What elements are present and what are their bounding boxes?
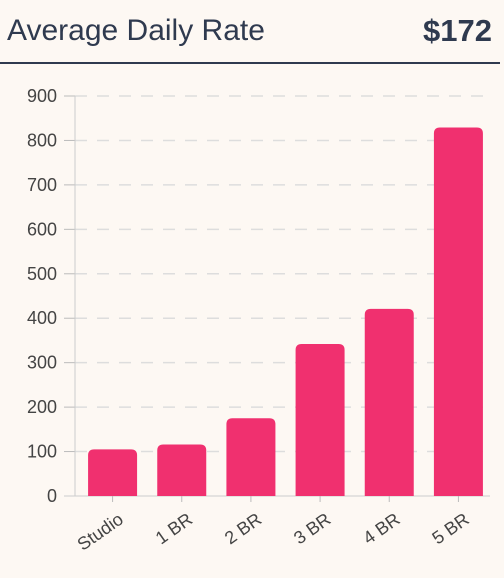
y-tick-label: 300	[27, 353, 57, 373]
x-tick-label: Studio	[74, 509, 127, 555]
x-tick-label: 3 BR	[290, 509, 334, 548]
bar-studio	[88, 449, 138, 496]
bar-2-br	[226, 418, 276, 496]
x-tick-label: 2 BR	[221, 509, 265, 548]
bar-chart: 0 100 200 300 400 500 600 700 800 900 Studio 1 BR 2 …	[27, 86, 490, 555]
average-rate-value: $172	[423, 13, 492, 48]
y-tick-label: 200	[27, 397, 57, 417]
chart-header: Average Daily Rate $172	[0, 0, 500, 64]
y-tick-label: 800	[27, 130, 57, 150]
y-tick-label: 0	[47, 486, 57, 506]
y-tick-label: 900	[27, 86, 57, 106]
bar-4-br	[364, 308, 414, 496]
y-tick-label: 500	[27, 264, 57, 284]
y-tick-label: 400	[27, 308, 57, 328]
bar-5-br	[433, 127, 483, 497]
x-tick-label: 1 BR	[152, 509, 196, 548]
x-tick-label: 5 BR	[428, 509, 472, 548]
chart-title: Average Daily Rate	[7, 14, 265, 47]
y-tick-label: 100	[27, 442, 57, 462]
x-tick-label: 4 BR	[359, 509, 403, 548]
bar-3-br	[295, 344, 345, 496]
bar-1-br	[157, 444, 207, 496]
y-tick-label: 600	[27, 219, 57, 239]
y-tick-label: 700	[27, 175, 57, 195]
